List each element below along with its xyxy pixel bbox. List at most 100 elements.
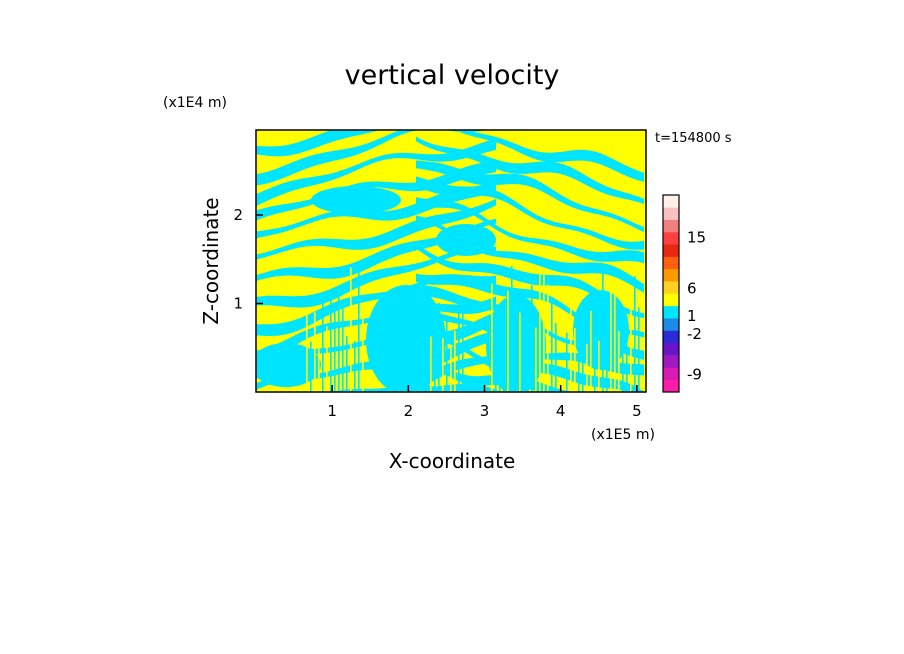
streak bbox=[495, 339, 497, 392]
streak bbox=[511, 266, 513, 392]
streak bbox=[350, 267, 352, 392]
negative-band bbox=[256, 138, 496, 206]
negative-region bbox=[436, 224, 496, 256]
streak bbox=[570, 290, 572, 392]
streak bbox=[318, 344, 320, 392]
streak bbox=[462, 297, 464, 392]
streak bbox=[578, 351, 580, 392]
streak bbox=[630, 303, 632, 392]
chart-title: vertical velocity bbox=[345, 60, 560, 91]
x-tick-label: 3 bbox=[480, 402, 490, 420]
colorbar-label: 1 bbox=[687, 307, 697, 325]
streak bbox=[519, 312, 521, 392]
streak bbox=[358, 265, 360, 392]
colorbar-segment bbox=[663, 281, 679, 294]
streak bbox=[338, 291, 340, 392]
colorbar-segment bbox=[663, 293, 679, 307]
streak bbox=[346, 336, 348, 392]
colorbar-label: -2 bbox=[687, 325, 702, 343]
colorbar-segment bbox=[663, 231, 679, 245]
negative-band bbox=[256, 181, 496, 239]
colorbar-segment bbox=[663, 256, 679, 270]
streak bbox=[454, 330, 456, 392]
colorbar-segment bbox=[663, 219, 679, 233]
streak bbox=[614, 292, 616, 392]
colorbar-segment bbox=[663, 379, 679, 393]
streak bbox=[426, 291, 428, 392]
streak bbox=[507, 290, 509, 392]
colorbar-frame bbox=[662, 194, 680, 393]
streak bbox=[306, 307, 308, 392]
negative-band bbox=[416, 215, 644, 293]
negative-region bbox=[573, 290, 629, 370]
y-unit-label: (x1E4 m) bbox=[163, 95, 227, 111]
streak bbox=[602, 271, 604, 392]
streak bbox=[442, 338, 444, 392]
negative-band bbox=[256, 198, 496, 260]
streak bbox=[342, 301, 344, 392]
streak bbox=[446, 320, 448, 392]
streak bbox=[531, 285, 533, 392]
negative-band bbox=[416, 136, 644, 205]
colorbar-label: 15 bbox=[687, 228, 706, 246]
streak bbox=[314, 312, 316, 392]
streak bbox=[310, 341, 312, 392]
negative-band bbox=[256, 274, 496, 336]
x-tick-label: 4 bbox=[556, 402, 566, 420]
y-tick-label: 2 bbox=[233, 206, 243, 224]
streak bbox=[330, 292, 332, 392]
x-axis-title: X-coordinate bbox=[389, 449, 516, 473]
streak bbox=[555, 322, 557, 392]
streak bbox=[606, 349, 608, 392]
negative-band bbox=[416, 176, 644, 250]
streak bbox=[566, 332, 568, 392]
colorbar-label: 6 bbox=[687, 280, 697, 298]
streak bbox=[586, 343, 588, 392]
y-axis: 12 bbox=[233, 206, 263, 312]
colorbar-segment bbox=[663, 195, 679, 208]
streak bbox=[618, 331, 620, 392]
colorbar: -9 -21 6 15 bbox=[662, 194, 706, 393]
negative-band bbox=[256, 218, 496, 281]
streak bbox=[515, 312, 517, 392]
x-tick-label: 1 bbox=[327, 402, 337, 420]
streak bbox=[574, 327, 576, 392]
streak bbox=[543, 268, 545, 392]
time-label: t=154800 s bbox=[655, 131, 732, 146]
colorbar-segment bbox=[663, 244, 679, 257]
negative-band bbox=[416, 160, 644, 232]
x-unit-label: (x1E5 m) bbox=[591, 427, 655, 443]
negative-band bbox=[256, 130, 380, 157]
streak bbox=[434, 311, 436, 392]
heatmap-field bbox=[256, 130, 646, 392]
streak bbox=[638, 307, 640, 392]
negative-region bbox=[366, 285, 446, 392]
streak bbox=[582, 299, 584, 392]
streak bbox=[598, 340, 600, 392]
x-tick-label: 5 bbox=[632, 402, 642, 420]
colorbar-segment bbox=[663, 207, 679, 220]
plot-frame bbox=[255, 129, 647, 393]
streak bbox=[499, 311, 501, 392]
x-axis: 1 2 3 4 5 bbox=[327, 385, 642, 420]
streak bbox=[594, 299, 596, 392]
negative-band bbox=[416, 243, 644, 319]
streak bbox=[326, 326, 328, 392]
streak bbox=[438, 302, 440, 392]
negative-band bbox=[416, 197, 644, 264]
colorbar-segment bbox=[663, 330, 679, 344]
colorbar-label: -9 bbox=[687, 365, 702, 383]
streak bbox=[590, 310, 592, 392]
negative-region bbox=[311, 186, 401, 214]
streak bbox=[362, 314, 364, 392]
colorbar-segment bbox=[663, 367, 679, 380]
colorbar-segment bbox=[663, 318, 679, 331]
streak bbox=[430, 336, 432, 392]
streak bbox=[503, 347, 505, 392]
colorbar-segment bbox=[663, 355, 679, 368]
negative-band bbox=[256, 160, 496, 221]
y-tick-label: 1 bbox=[233, 294, 243, 312]
x-tick-label: 2 bbox=[404, 402, 414, 420]
streak bbox=[458, 309, 460, 392]
